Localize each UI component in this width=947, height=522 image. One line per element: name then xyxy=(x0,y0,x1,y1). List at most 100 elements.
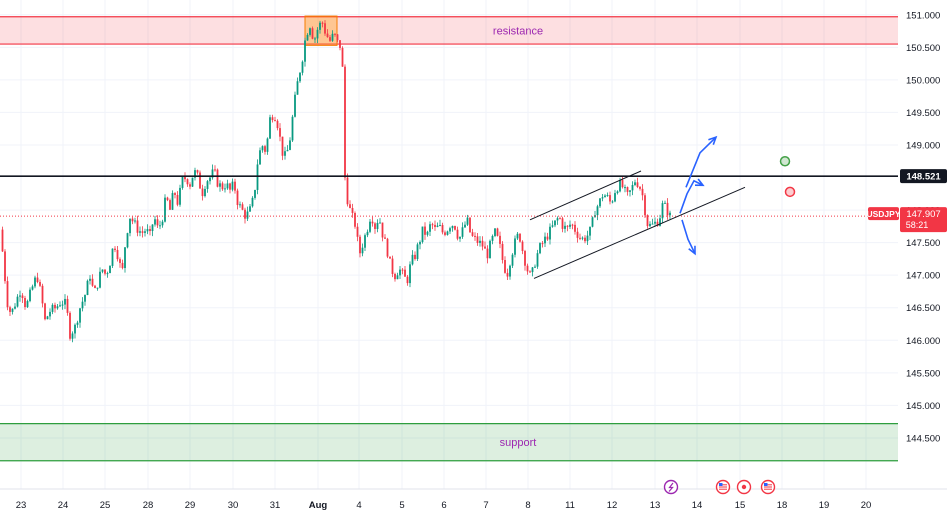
candle-body xyxy=(374,223,376,229)
candle-body xyxy=(554,220,556,226)
candle-body xyxy=(219,183,221,187)
bullish-target-marker[interactable] xyxy=(779,155,791,167)
candle-body xyxy=(501,243,504,261)
candle-body xyxy=(516,233,519,239)
candle-body xyxy=(121,262,124,269)
candle-body xyxy=(186,179,189,185)
channel-lower-line[interactable] xyxy=(533,186,746,279)
bounce-arrow[interactable] xyxy=(679,179,704,214)
candle-body xyxy=(534,266,536,268)
candle-body xyxy=(539,243,541,254)
candle-body xyxy=(351,207,354,213)
candle-body xyxy=(484,246,486,249)
candle-body xyxy=(239,204,241,206)
candle-body xyxy=(294,94,296,117)
candle-body xyxy=(389,256,391,259)
candle-body xyxy=(469,217,471,233)
candle-body xyxy=(504,260,506,273)
candle-body xyxy=(291,116,294,141)
candle-body xyxy=(489,240,491,259)
candle-body xyxy=(129,218,131,234)
candle-body xyxy=(626,187,629,192)
candle-body xyxy=(6,281,9,308)
candle-body xyxy=(144,231,146,233)
candle-body xyxy=(526,265,529,272)
candle-body xyxy=(201,188,204,197)
candle-body xyxy=(149,229,151,232)
candle-body xyxy=(649,223,651,227)
candle-body xyxy=(179,187,181,205)
candle-body xyxy=(21,295,24,299)
candle-body xyxy=(284,151,286,156)
candle-body xyxy=(499,235,501,244)
record-dot xyxy=(741,484,747,490)
bearish-target-marker[interactable] xyxy=(784,186,796,198)
candle-body xyxy=(519,233,521,242)
candle-body xyxy=(81,301,84,309)
candle-body xyxy=(141,231,144,233)
key-level-badge[interactable] xyxy=(900,169,947,184)
candle-body xyxy=(26,301,29,308)
price-axis[interactable] xyxy=(898,0,947,517)
channel-upper-line[interactable] xyxy=(529,170,642,221)
candle-body xyxy=(86,280,89,296)
candle-body xyxy=(189,184,191,187)
candle-body xyxy=(399,269,401,276)
time-axis[interactable] xyxy=(0,489,947,517)
candle-body xyxy=(94,285,96,289)
breakout-arrow[interactable] xyxy=(685,136,717,188)
candle-body xyxy=(274,120,276,122)
bar-countdown: 58:21 xyxy=(906,220,929,230)
candle-body xyxy=(199,172,201,189)
candle-body xyxy=(256,164,259,190)
candle-body xyxy=(664,202,666,204)
candle-body xyxy=(4,251,6,282)
candle-body xyxy=(46,316,49,320)
candle-body xyxy=(44,303,46,320)
bounce-arrow-head xyxy=(694,178,705,187)
candle-body xyxy=(171,193,174,210)
candle-body xyxy=(146,229,149,232)
last-price-badge[interactable] xyxy=(900,207,947,233)
candle-body xyxy=(49,311,51,317)
candle-body xyxy=(151,224,154,232)
candle-body xyxy=(211,169,214,178)
candle-body xyxy=(296,81,299,95)
candle-body xyxy=(536,253,539,267)
candle-body xyxy=(61,304,64,306)
candle-body xyxy=(89,278,91,281)
candle-body xyxy=(99,271,101,288)
candle-body xyxy=(614,193,616,202)
breakdown-arrow[interactable] xyxy=(681,219,696,255)
candle-body xyxy=(316,29,319,39)
candle-body xyxy=(166,197,169,201)
y-tick-label: 144.500 xyxy=(906,433,940,444)
candle-body xyxy=(591,217,594,227)
candle-body xyxy=(544,236,546,244)
candle-body xyxy=(321,22,324,24)
x-tick-label: 11 xyxy=(565,500,575,511)
candle-body xyxy=(51,304,54,312)
candle-body xyxy=(561,218,564,229)
candle-body xyxy=(599,198,601,207)
candle-body xyxy=(181,176,184,188)
x-tick-label: 25 xyxy=(100,500,111,511)
candle-body xyxy=(604,195,606,198)
candle-body xyxy=(244,209,246,219)
candle-body xyxy=(474,235,476,237)
lightning-glyph xyxy=(668,482,674,492)
candle-body xyxy=(241,204,244,210)
symbol-badge[interactable] xyxy=(868,207,899,221)
candle-body xyxy=(174,193,176,195)
candle-body xyxy=(661,203,664,219)
candle-body xyxy=(376,222,379,229)
candle-body xyxy=(196,170,199,173)
candle-body xyxy=(549,226,551,240)
candle-body xyxy=(56,306,59,309)
y-tick-label: 146.500 xyxy=(906,303,940,314)
candle-body xyxy=(394,273,396,280)
candle-body xyxy=(1,229,4,252)
candle-body xyxy=(11,308,14,312)
